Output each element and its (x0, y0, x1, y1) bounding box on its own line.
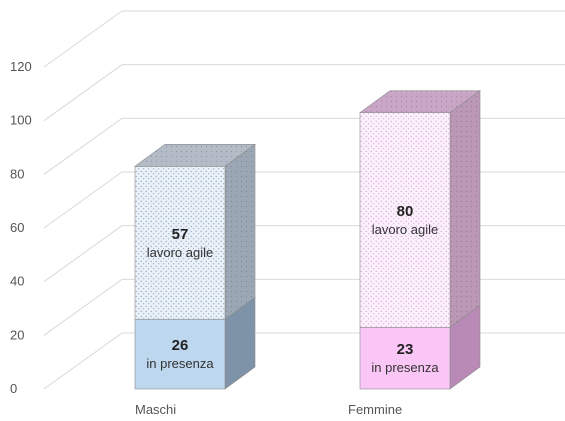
gridline (43, 10, 565, 68)
data-label-value: 57 (172, 226, 189, 243)
bar-segment-lavoro-agile (359, 112, 451, 328)
bar-top (359, 90, 481, 113)
data-label-value: 80 (397, 203, 414, 220)
y-tick-label: 60 (10, 220, 24, 235)
data-label-series: in presenza (371, 360, 439, 375)
gridlines (43, 10, 565, 390)
bar-segment-in-presenza (134, 318, 226, 390)
y-tick-label: 0 (10, 381, 17, 396)
x-axis-categories: Maschi Femmine (135, 402, 402, 417)
y-axis-ticks: 0 20 40 60 80 100 120 (10, 59, 32, 396)
data-label-series: lavoro agile (372, 222, 439, 237)
y-tick-label: 20 (10, 327, 24, 342)
gridline (43, 332, 565, 390)
y-tick-label: 100 (10, 113, 32, 128)
data-label-series: in presenza (146, 356, 214, 371)
bar-maschi: 26 in presenza 57 lavoro agile (134, 143, 256, 390)
bars: 26 in presenza 57 lavoro agile 23 in presenza… (134, 90, 481, 390)
data-label-series: lavoro agile (147, 245, 214, 260)
y-tick-label: 120 (10, 59, 32, 74)
data-label-value: 26 (172, 337, 189, 354)
gridline (43, 278, 565, 336)
gridline (43, 225, 565, 283)
bar-side-lavoro-agile (224, 143, 256, 320)
gridline (43, 117, 565, 175)
gridline (43, 64, 565, 122)
x-category-label: Maschi (135, 402, 176, 417)
gridline (43, 171, 565, 229)
y-tick-label: 80 (10, 166, 24, 181)
bar-segment-in-presenza (359, 326, 451, 390)
bar-top (134, 143, 256, 167)
data-label-value: 23 (397, 341, 414, 358)
y-tick-label: 40 (10, 274, 24, 289)
bar-femmine: 23 in presenza 80 lavoro agile (359, 90, 481, 390)
bar-segment-lavoro-agile (134, 165, 226, 320)
x-category-label: Femmine (348, 402, 402, 417)
bar-side-lavoro-agile (449, 90, 481, 328)
